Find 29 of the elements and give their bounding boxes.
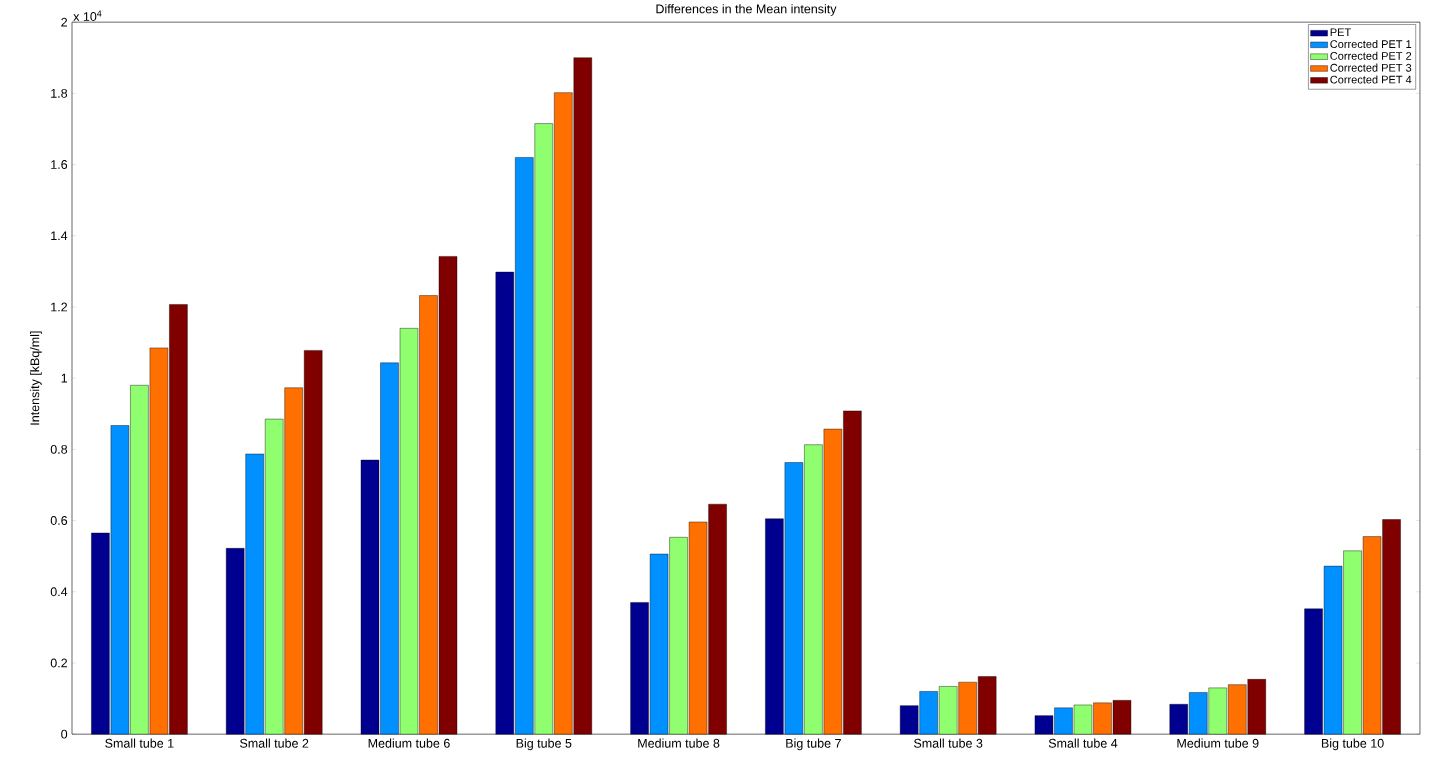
y-tick-label: 1.4 [51, 231, 68, 240]
x-tick-label: Big tube 7 [786, 738, 841, 751]
x-tick-label: Medium tube 9 [1177, 738, 1259, 748]
chart-title: Differences in the Mean intensity [656, 4, 837, 16]
text: x 10$^{4}$ [73, 10, 102, 21]
x-tick-label: Small tube 1 [105, 738, 174, 748]
y-tick-label: 0.6 [50, 516, 68, 525]
x-tick-label: Small tube 2 [240, 738, 309, 748]
y-tick-label: 2 [61, 17, 68, 27]
y-tick-label: 0 [61, 729, 68, 739]
x-tick-label: Medium tube 6 [368, 738, 450, 748]
y-tick-label: 1 [61, 373, 68, 383]
legend-label: Corrected PET 3 [1330, 63, 1412, 72]
y-tick-label: 1.2 [51, 302, 68, 312]
x-tick-label: Medium tube 8 [638, 738, 720, 748]
y-tick-label: 0.2 [50, 658, 68, 668]
legend-label: PET [1330, 28, 1351, 36]
y-axis-title: Intensity [kBq/ml] [30, 331, 42, 425]
y-tick-label: 1.6 [51, 160, 68, 169]
x-tick-label: Small tube 3 [913, 738, 983, 748]
legend-label: Corrected PET 4 [1330, 75, 1412, 84]
x-tick-label: Big tube 5 [516, 738, 572, 751]
y-tick-label: 0.8 [50, 444, 68, 454]
x-tick-label: Small tube 4 [1048, 738, 1118, 748]
y-tick-label: 1.8 [51, 88, 68, 98]
legend-label: Corrected PET 2 [1330, 51, 1412, 60]
x-tick-label: Big tube 10 [1321, 738, 1384, 751]
legend-label: Corrected PET 1 [1330, 39, 1412, 48]
y-tick-label: 0.4 [50, 587, 68, 597]
